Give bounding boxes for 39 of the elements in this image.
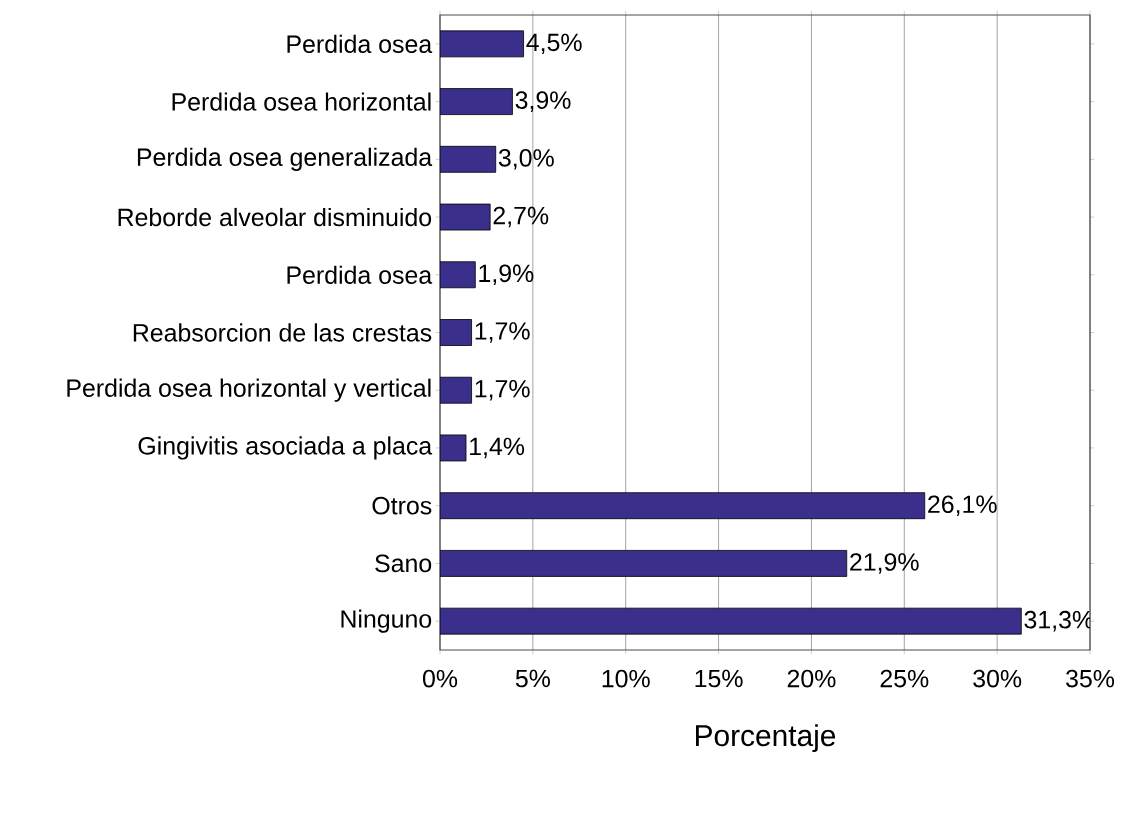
y-tick-label: Sano — [375, 554, 432, 573]
data-label: 21,9% — [850, 553, 919, 574]
data-label: 4,5% — [526, 33, 582, 55]
bar — [440, 492, 926, 520]
y-tick-label: Gingivitis asociada a placa — [138, 436, 433, 460]
y-tick-label: Otros — [372, 496, 432, 515]
y-tick-label: Perdida osea — [287, 265, 433, 284]
x-tick-label: 30% — [973, 669, 1022, 688]
data-label: 1,7% — [475, 380, 530, 401]
bar — [440, 319, 472, 346]
x-tick-label: 10% — [602, 669, 650, 688]
x-tick-label: 0% — [422, 669, 458, 688]
x-tick-label: 5% — [515, 669, 550, 688]
x-tick-label: 35% — [1066, 669, 1115, 688]
data-label: 3,0% — [498, 149, 554, 170]
data-label: 2,7% — [493, 206, 549, 228]
data-label: 1,9% — [479, 264, 534, 286]
y-tick-label: Perdida osea horizontal y vertical — [67, 378, 431, 402]
y-tick-label: Reabsorcion de las crestas — [133, 323, 432, 342]
x-tick-label: 15% — [695, 669, 743, 688]
y-tick-label: Perdida osea generalizada — [137, 147, 433, 171]
bar — [440, 376, 472, 404]
x-tick-label: 25% — [880, 669, 929, 688]
data-label: 1,7% — [475, 322, 530, 343]
bar — [440, 30, 524, 58]
bar — [440, 88, 513, 115]
data-label: 26,1% — [928, 495, 997, 516]
bar — [440, 550, 848, 577]
y-tick-label: Perdida osea — [287, 34, 433, 54]
bar — [440, 145, 497, 173]
data-label: 3,9% — [515, 91, 571, 112]
data-label: 1,4% — [470, 437, 525, 459]
x-axis-title: Porcentaje — [696, 724, 836, 753]
bar — [440, 607, 1022, 635]
y-tick-label: Perdida osea horizontal — [172, 92, 431, 111]
x-tick-label: 20% — [787, 669, 836, 688]
y-tick-label: Reborde alveolar disminuido — [118, 207, 432, 227]
bar — [440, 261, 476, 289]
y-tick-label: Ninguno — [341, 609, 432, 633]
